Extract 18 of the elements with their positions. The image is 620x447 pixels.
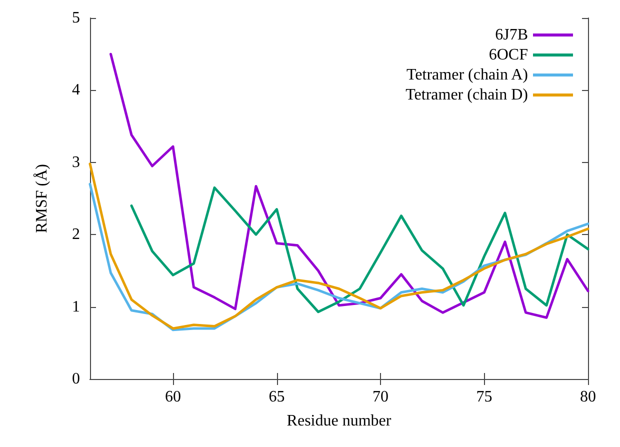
x-axis-title: Residue number [286,412,392,430]
x-tick-label: 75 [476,388,492,406]
y-tick-label: 1 [72,298,80,316]
x-tick-label: 65 [268,388,285,406]
legend-label: 6OCF [488,46,528,64]
y-tick-label: 5 [72,10,80,26]
legend-label: 6J7B [495,26,528,44]
x-tick-label: 60 [165,388,181,406]
line-series [130,186,590,314]
legend-label: Tetramer (chain D) [406,86,528,104]
y-axis-title: RMSF (Å) [32,164,50,233]
y-tick-label: 3 [72,154,80,171]
x-tick-label: 70 [372,388,388,406]
x-tick-label: 80 [580,388,596,406]
legend-label: Tetramer (chain A) [406,66,528,84]
y-tick-label: 0 [72,370,80,388]
y-tick-label: 4 [72,82,80,99]
y-tick-label: 2 [72,226,80,244]
